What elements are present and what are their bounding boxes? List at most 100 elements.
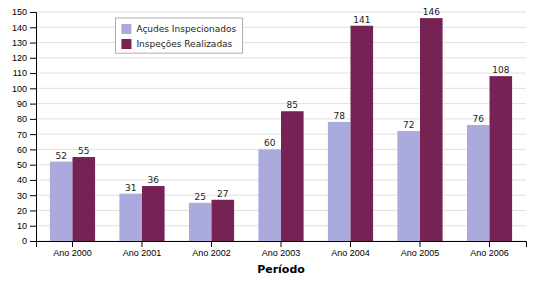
tick-label: 80: [17, 114, 27, 124]
tick: 0: [22, 236, 36, 246]
plot: 5231256078727655362785141146108010203040…: [12, 7, 527, 258]
data-label: 108: [492, 65, 509, 75]
tick: Ano 2001: [123, 241, 162, 258]
data-label-series: 55 36 27 85 141 146 108: [78, 7, 510, 199]
data-label: 146: [423, 7, 440, 17]
tick-label: 70: [17, 130, 27, 140]
data-label: 85: [287, 100, 298, 110]
tick: 110: [13, 68, 36, 78]
data-label: 27: [217, 189, 228, 199]
tick-label: 60: [17, 145, 27, 155]
bar: [50, 162, 73, 241]
tick-mark: [30, 43, 36, 44]
data-label: 31: [125, 183, 136, 193]
tick-label: 140: [12, 23, 27, 33]
tick-mark: [30, 149, 36, 150]
tick: 140: [12, 23, 36, 33]
legend-swatch: [121, 24, 131, 34]
axis-line: [30, 13, 37, 242]
tick-label: Ano 2005: [401, 248, 440, 258]
data-label: 60: [264, 138, 276, 148]
tick-mark: [211, 241, 212, 247]
tick: Ano 2002: [192, 241, 231, 258]
tick-mark: [30, 180, 36, 181]
tick-mark: [141, 241, 142, 247]
tick-mark: [30, 119, 36, 120]
tick-label: 0: [22, 236, 27, 246]
data-label: 55: [78, 146, 89, 156]
bar: [258, 149, 281, 241]
data-label: 25: [194, 192, 205, 202]
x-axis: Ano 2000 Ano 2001 Ano 2002 Ano 2003 Ano 2004…: [37, 241, 527, 258]
data-label: 72: [403, 120, 414, 130]
bar: [281, 111, 304, 241]
tick-label: 120: [12, 53, 27, 63]
tick-mark: [30, 241, 36, 242]
tick: Ano 2003: [262, 241, 301, 258]
tick-label: Ano 2006: [470, 248, 509, 258]
tick-label: 50: [17, 160, 27, 170]
tick-mark: [30, 226, 36, 227]
tick-label: 100: [12, 84, 27, 94]
tick-label: 110: [13, 68, 27, 78]
data-label: 141: [353, 15, 370, 25]
data-label: 78: [333, 111, 345, 121]
tick-label: 90: [17, 99, 27, 109]
bar: [119, 194, 142, 241]
tick-label: Ano 2001: [123, 248, 162, 258]
bar-series: [72, 18, 512, 241]
legend-item: Inspeções Realizadas: [121, 39, 232, 49]
tick-label: 40: [17, 175, 27, 185]
tick-mark: [30, 104, 36, 105]
y-axis: 0102030405060708090100110120130140150: [12, 7, 37, 246]
bar: [397, 131, 420, 241]
tick: 50: [17, 160, 36, 170]
tick: 120: [12, 53, 36, 63]
tick-mark: [30, 73, 36, 74]
tick: Ano 2005: [401, 241, 440, 258]
data-label-series: 52312560787276: [55, 111, 484, 202]
grid: [36, 12, 526, 241]
bar: [189, 203, 212, 241]
tick-mark: [30, 195, 36, 196]
tick: 100: [12, 84, 36, 94]
tick-mark: [30, 134, 36, 135]
tick-label: Ano 2000: [53, 248, 92, 258]
tick-label: 30: [17, 191, 27, 201]
legend-label: Inspeções Realizadas: [136, 39, 232, 49]
tick: 40: [17, 175, 36, 185]
legend-item: Açudes Inspecionados: [121, 24, 236, 34]
grid-line: [36, 103, 526, 104]
data-label: 36: [148, 175, 160, 185]
tick-mark: [30, 58, 36, 59]
legend-swatch: [121, 39, 131, 49]
tick-label: Ano 2003: [262, 248, 301, 258]
bar: [72, 157, 95, 241]
tick-label: Ano 2004: [331, 248, 370, 258]
legend: Açudes Inspecionados Inspeções Realizadas: [115, 18, 242, 53]
tick-mark: [30, 27, 36, 28]
bars: [50, 18, 512, 241]
grid-line: [36, 27, 526, 28]
tick: Ano 2004: [331, 241, 370, 258]
data-label: 76: [472, 114, 484, 124]
tick: Ano 2006: [470, 241, 509, 258]
tick-label: 130: [12, 38, 27, 48]
axis-line: [37, 242, 527, 248]
grid-line: [36, 73, 526, 74]
x-axis-title: Período: [257, 263, 305, 276]
chart: 5231256078727655362785141146108010203040…: [0, 0, 536, 281]
bar: [351, 26, 374, 241]
tick-label: 150: [12, 7, 27, 17]
grid-line: [36, 88, 526, 89]
tick: 90: [17, 99, 36, 109]
bar: [420, 18, 443, 241]
legend-box: [115, 18, 242, 53]
legend-label: Açudes Inspecionados: [136, 24, 236, 34]
data-labels: 5231256078727655362785141146108: [55, 7, 509, 202]
tick: 20: [17, 206, 36, 216]
bar: [142, 186, 165, 241]
tick-label: 20: [17, 206, 27, 216]
tick-mark: [30, 165, 36, 166]
tick: 60: [17, 145, 36, 155]
